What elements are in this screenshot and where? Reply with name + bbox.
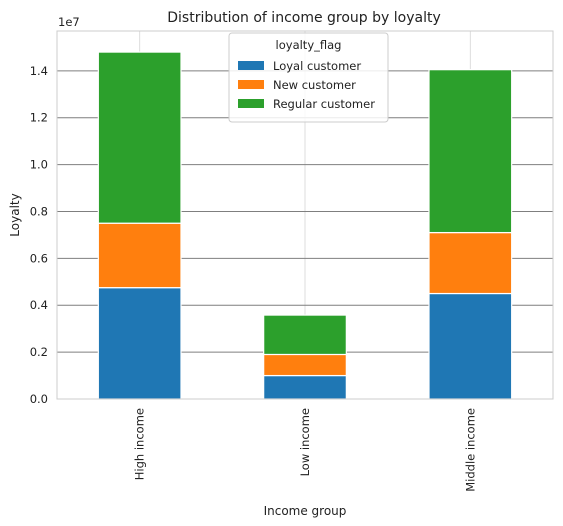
legend-title: loyalty_flag — [276, 38, 342, 52]
bar-segment-3-3 — [428, 69, 513, 234]
legend-label: New customer — [273, 78, 356, 92]
bar-segment-2-3 — [428, 231, 513, 295]
x-tick-label: Middle income — [463, 408, 477, 492]
bars — [97, 51, 513, 400]
y-tick-label: 1.4 — [30, 64, 48, 78]
x-tick-label: Low income — [298, 408, 312, 476]
bar-segment-1-1 — [97, 287, 182, 400]
bar-segment-1-2 — [263, 374, 347, 400]
y-tick-label: 0.4 — [30, 298, 48, 312]
chart-title: Distribution of income group by loyalty — [167, 10, 441, 26]
bar-segment-3-2 — [263, 314, 347, 356]
y-tick-label: 0.2 — [30, 345, 48, 359]
y-tick-label: 1.0 — [30, 158, 48, 172]
plot-frame — [56, 30, 554, 400]
y-axis-ticks: 0.0 0.2 0.4 0.6 0.8 1.0 1.2 1.4 — [30, 64, 48, 406]
bar-segment-2-2 — [263, 353, 347, 377]
legend-swatch — [238, 61, 264, 70]
legend-label: Regular customer — [273, 97, 375, 111]
legend-frame — [228, 32, 389, 123]
y-tick-label: 0.0 — [30, 392, 48, 406]
x-axis-label: Income group — [264, 504, 347, 518]
x-tick-label: High income — [133, 408, 147, 480]
y-tick-label: 0.8 — [30, 204, 48, 218]
y-tick-label: 0.6 — [30, 251, 48, 265]
legend: loyalty_flag Loyal customer New customer Re… — [228, 32, 389, 123]
y-tick-label: 1.2 — [30, 111, 48, 125]
x-axis-ticks: High income Low income Middle income — [133, 408, 478, 492]
bar-segment-3-1 — [97, 51, 182, 224]
bar-segment-2-1 — [97, 222, 182, 289]
legend-swatch — [238, 80, 264, 89]
legend-swatch — [238, 99, 264, 108]
legend-label: Loyal customer — [273, 59, 361, 73]
bar-segment-1-3 — [428, 292, 513, 400]
y-axis-offset-text: 1e7 — [58, 15, 80, 29]
y-axis-label: Loyalty — [8, 193, 22, 236]
